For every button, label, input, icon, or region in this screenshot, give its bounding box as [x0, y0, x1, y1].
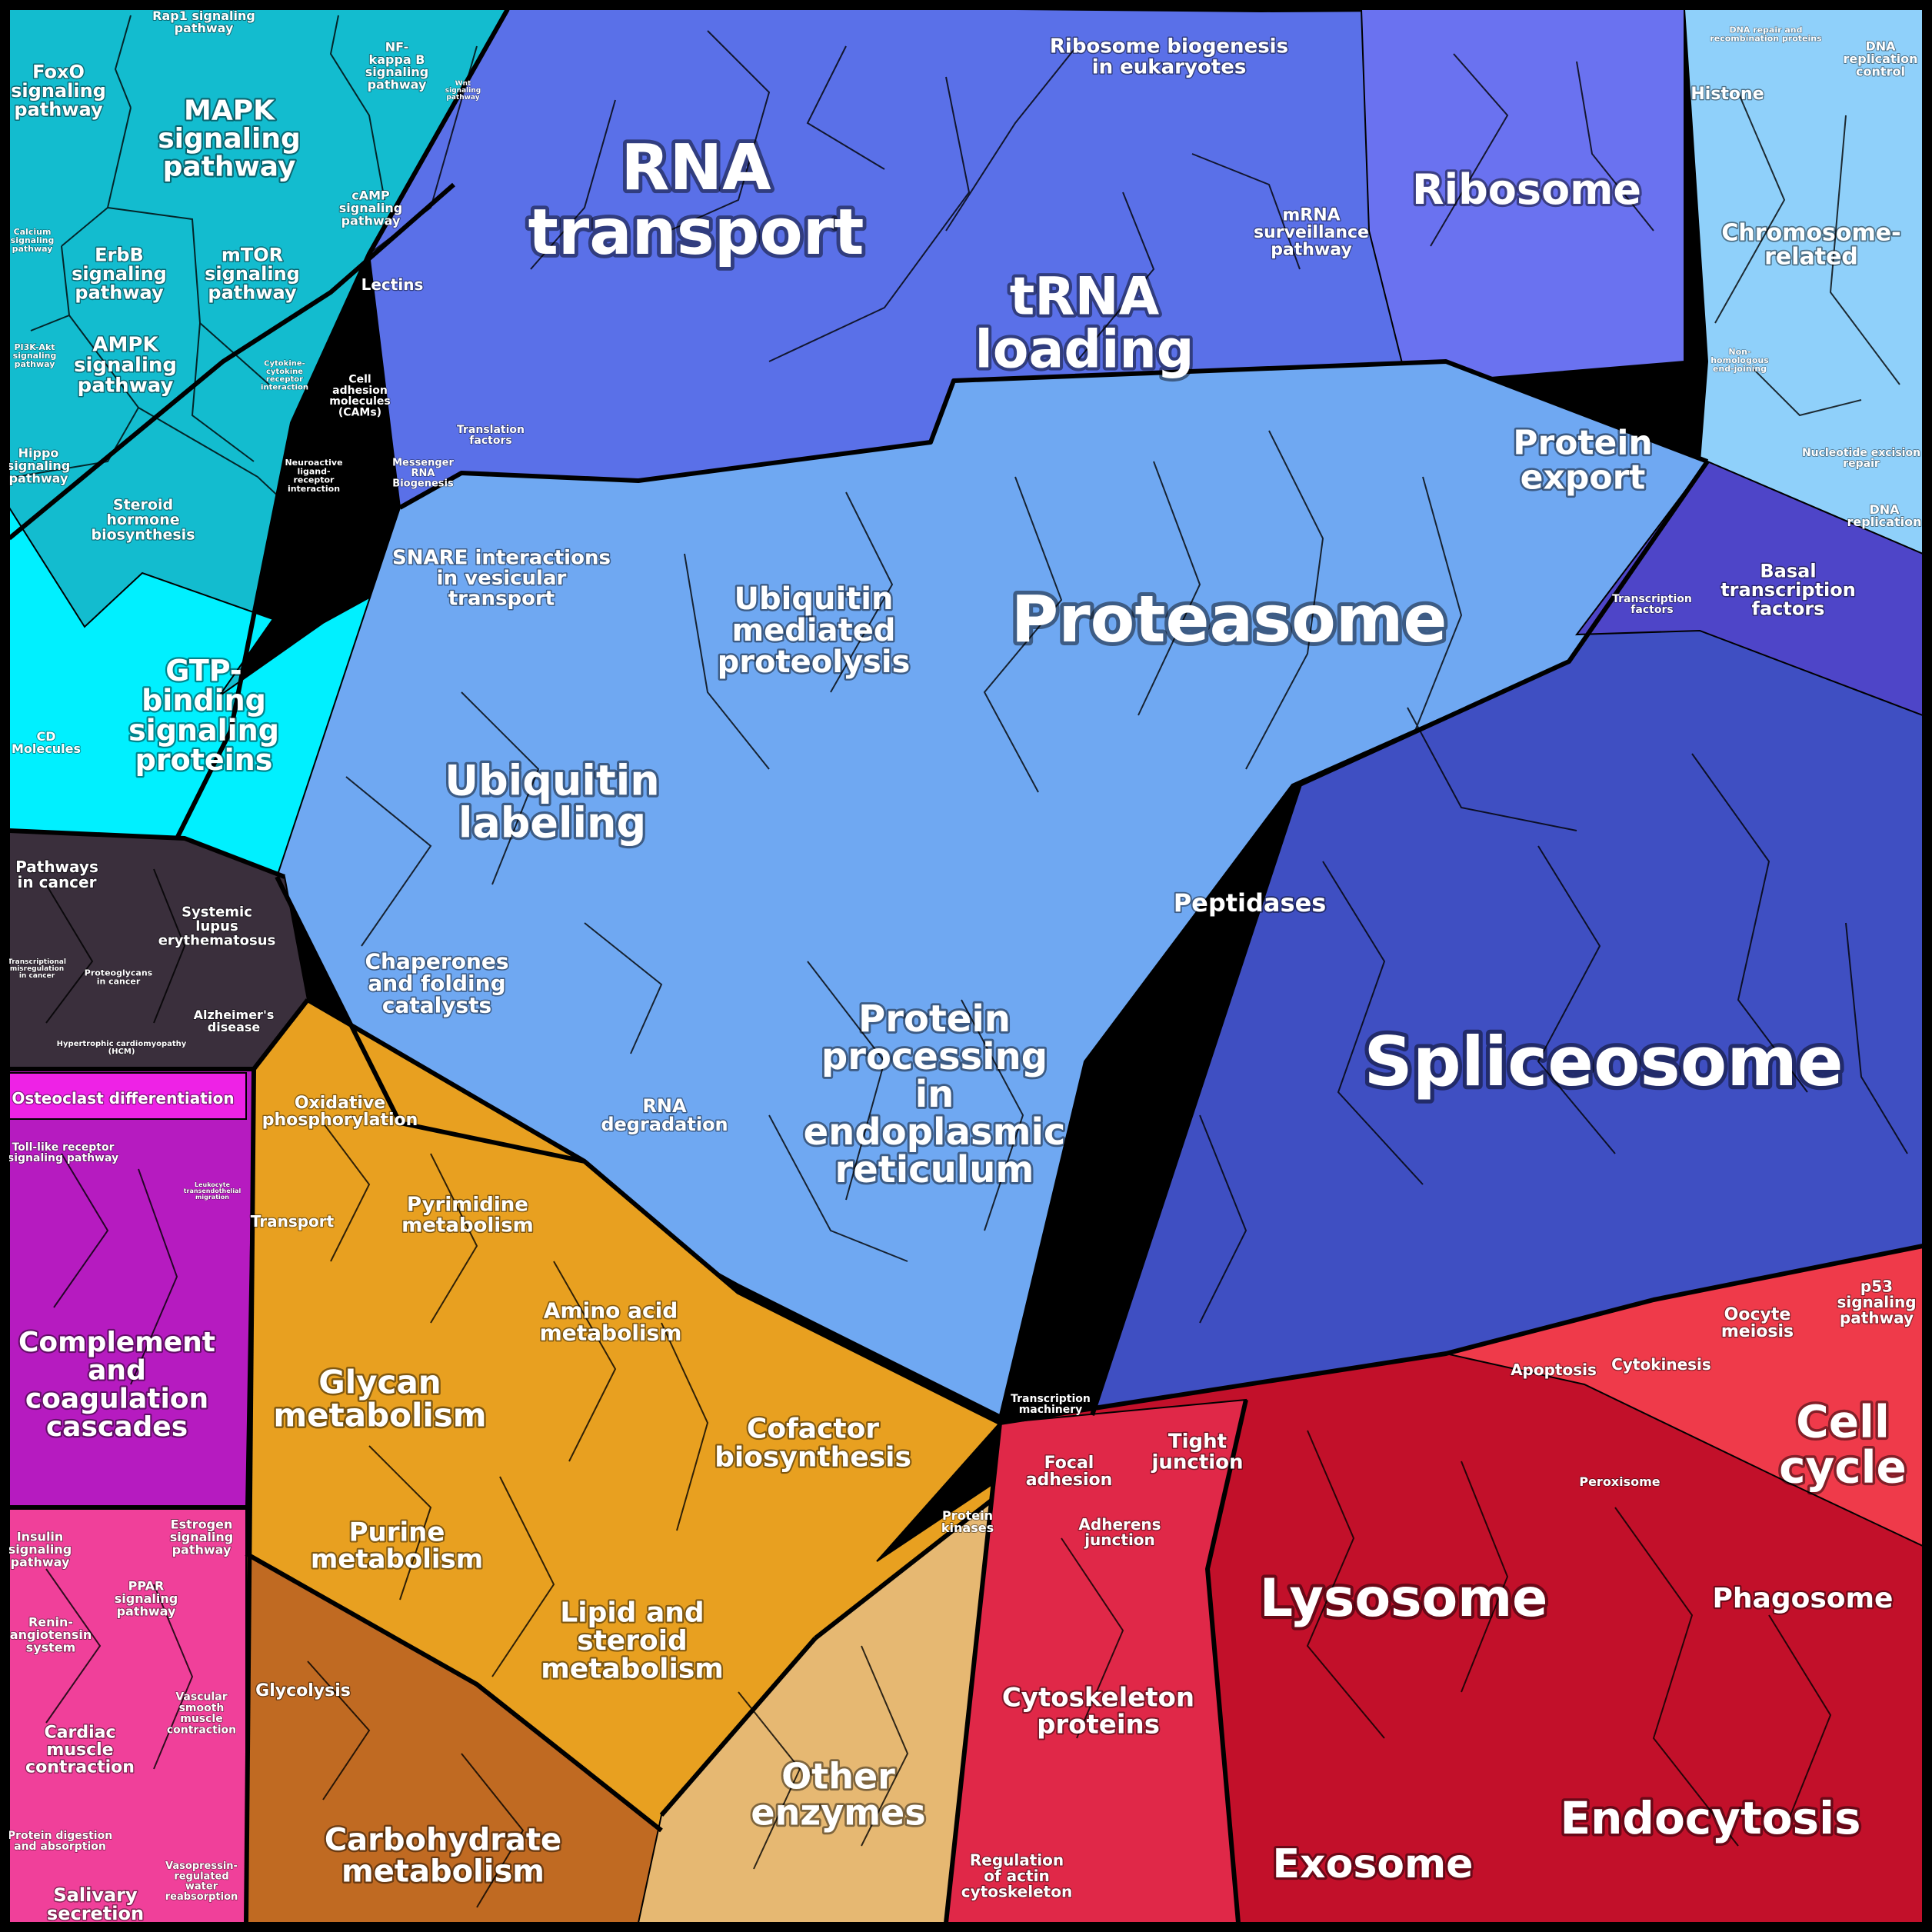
- label-calcium: Calcium signaling pathway: [11, 226, 55, 253]
- label-ampk: AMPK signaling pathway: [74, 334, 177, 398]
- label-mapk: MAPK signaling pathway: [158, 95, 301, 182]
- label-ubiq-lab: Ubiquitin labeling: [445, 756, 659, 847]
- label-dna-repair: DNA repair and recombination proteins: [1710, 25, 1822, 43]
- label-trans-mach: Transcription machinery: [1011, 1393, 1091, 1416]
- label-cams: Cell adhesion molecules (CAMs): [329, 374, 390, 419]
- label-erbb: ErbB signaling pathway: [72, 245, 167, 304]
- label-cardiac: Cardiac muscle contraction: [25, 1723, 135, 1777]
- label-insulin: Insulin signaling pathway: [8, 1529, 72, 1569]
- label-glycolysis: Glycolysis: [255, 1681, 351, 1700]
- label-pathways-cancer: Pathways in cancer: [15, 858, 98, 891]
- label-exosome: Exosome: [1273, 1841, 1474, 1887]
- label-oocyte: Oocyte meiosis: [1721, 1304, 1794, 1341]
- label-protein-kinases: Protein kinases: [941, 1507, 994, 1534]
- label-basal-tf: Basal transcription factors: [1720, 561, 1856, 620]
- label-adherens: Adherens junction: [1078, 1515, 1161, 1549]
- label-renin: Renin-angiotensin system: [10, 1614, 92, 1654]
- label-protein-export: Protein export: [1513, 423, 1652, 497]
- label-spliceosome: Spliceosome: [1364, 1022, 1843, 1101]
- label-lectins: Lectins: [361, 275, 424, 294]
- label-mtor: mTOR signaling pathway: [205, 245, 300, 304]
- label-hippo: Hippo signaling pathway: [7, 445, 70, 485]
- label-ribo-bio: Ribosome biogenesis in eukaryotes: [1050, 35, 1288, 79]
- label-translation: Translation factors: [457, 424, 525, 447]
- label-leukocyte: Leukocyte transendothelial migration: [184, 1181, 242, 1200]
- label-snare: SNARE interactions in vesicular transport: [392, 547, 611, 611]
- label-steroid: Steroid hormone biosynthesis: [91, 497, 195, 544]
- label-transport: Transport: [251, 1212, 335, 1231]
- label-ppar: PPAR signaling pathway: [115, 1578, 178, 1618]
- label-neuro: Neuroactive ligand-receptor interaction: [285, 458, 342, 494]
- label-cd: CD Molecules: [12, 728, 81, 755]
- label-trna: tRNA loading: [975, 266, 1194, 380]
- label-messenger: Messenger RNA Biogenesis: [392, 457, 454, 489]
- label-trans-mis: Transcriptional misregulation in cancer: [8, 958, 66, 980]
- label-peptidases: Peptidases: [1174, 888, 1327, 918]
- label-ubiq-med: Ubiquitin mediated proteolysis: [718, 581, 911, 680]
- label-proteoglycans: Proteoglycans in cancer: [85, 968, 153, 986]
- label-chaperones: Chaperones and folding catalysts: [365, 948, 508, 1018]
- label-rap1: Rap1 signaling pathway: [152, 8, 255, 35]
- label-vasopressin: Vasopressin-regulated water reabsorption: [165, 1860, 238, 1903]
- label-oxphos: Oxidative phosphorylation: [262, 1093, 418, 1129]
- label-pi3k: PI3K-Akt signaling pathway: [13, 341, 57, 368]
- label-osteoclast: Osteoclast differentiation: [12, 1089, 234, 1108]
- label-pyrimidine: Pyrimidine metabolism: [401, 1194, 534, 1237]
- label-dna-repl-ctrl: DNA replication control: [1844, 38, 1918, 78]
- label-rna-transport: RNA transport: [528, 132, 864, 269]
- label-lipid: Lipid and steroid metabolism: [541, 1597, 724, 1684]
- label-apoptosis: Apoptosis: [1511, 1361, 1597, 1379]
- label-focal: Focal adhesion: [1026, 1453, 1113, 1489]
- label-salivary: Salivary secretion: [47, 1884, 144, 1924]
- label-ner: Nucleotide excision repair: [1802, 447, 1920, 470]
- label-dna-repl: DNA replication: [1847, 501, 1922, 528]
- label-protein-digestion: Protein digestion and absorption: [8, 1830, 112, 1853]
- label-estrogen: Estrogen signaling pathway: [170, 1517, 233, 1557]
- label-vsmc: Vascular smooth muscle contraction: [167, 1691, 236, 1737]
- label-glycan: Glycan metabolism: [273, 1363, 486, 1434]
- label-purine: Purine metabolism: [311, 1517, 483, 1575]
- label-carbohydrate: Carbohydrate metabolism: [325, 1823, 561, 1890]
- label-mrna-surv: mRNA surveillance pathway: [1254, 205, 1369, 259]
- label-cytokinesis: Cytokinesis: [1611, 1355, 1711, 1374]
- label-other-enzymes: Other enzymes: [751, 1756, 925, 1834]
- label-tight: Tight junction: [1151, 1431, 1243, 1474]
- label-foxo: FoxO signaling pathway: [11, 62, 106, 121]
- label-reg-actin: Regulation of actin cytoskeleton: [961, 1851, 1072, 1901]
- label-p53: p53 signaling pathway: [1837, 1277, 1916, 1327]
- label-cytoskeleton: Cytoskeleton proteins: [1002, 1683, 1194, 1740]
- label-proteasome: Proteasome: [1011, 581, 1447, 657]
- label-wnt: Wnt signaling pathway: [445, 80, 481, 102]
- label-tlr: Toll-like receptor signaling pathway: [8, 1141, 118, 1164]
- label-histone: Histone: [1690, 85, 1764, 104]
- label-lysosome: Lysosome: [1260, 1568, 1547, 1629]
- label-endocytosis: Endocytosis: [1561, 1792, 1861, 1844]
- label-hcm: Hypertrophic cardiomyopathy (HCM): [57, 1039, 187, 1055]
- label-alzheimer: Alzheimer's disease: [194, 1007, 275, 1034]
- label-cytokine: Cytokine-cytokine receptor interaction: [261, 359, 308, 391]
- label-phagosome: Phagosome: [1713, 1583, 1894, 1614]
- label-rna-deg: RNA degradation: [601, 1095, 728, 1135]
- label-camp: cAMP signaling pathway: [339, 188, 402, 228]
- cell-borders: [15, 15, 1908, 1908]
- label-amino: Amino acid metabolism: [540, 1297, 682, 1345]
- label-sle: Systemic lupus erythematosus: [158, 904, 276, 948]
- label-peroxisome: Peroxisome: [1579, 1474, 1660, 1489]
- label-ribosome: Ribosome: [1412, 165, 1641, 214]
- label-nhej: Non-homologous end-joining: [1710, 346, 1769, 373]
- label-chromosome: Chromosome-related: [1721, 219, 1900, 270]
- region-borders: [8, 8, 1924, 1924]
- label-complement: Complement and coagulation cascades: [18, 1326, 215, 1442]
- label-tf: Transcription factors: [1612, 593, 1692, 616]
- label-gtp: GTP-binding signaling proteins: [128, 654, 279, 777]
- label-layer: FoxO signaling pathway Rap1 signaling pathwa…: [6, 7, 1923, 1925]
- region-layer: [8, 8, 1924, 1924]
- label-cofactor: Cofactor biosynthesis: [715, 1413, 911, 1473]
- label-er: Protein processing in endoplasmic reticulum: [804, 998, 1066, 1191]
- label-cell-cycle: Cell cycle: [1779, 1395, 1907, 1493]
